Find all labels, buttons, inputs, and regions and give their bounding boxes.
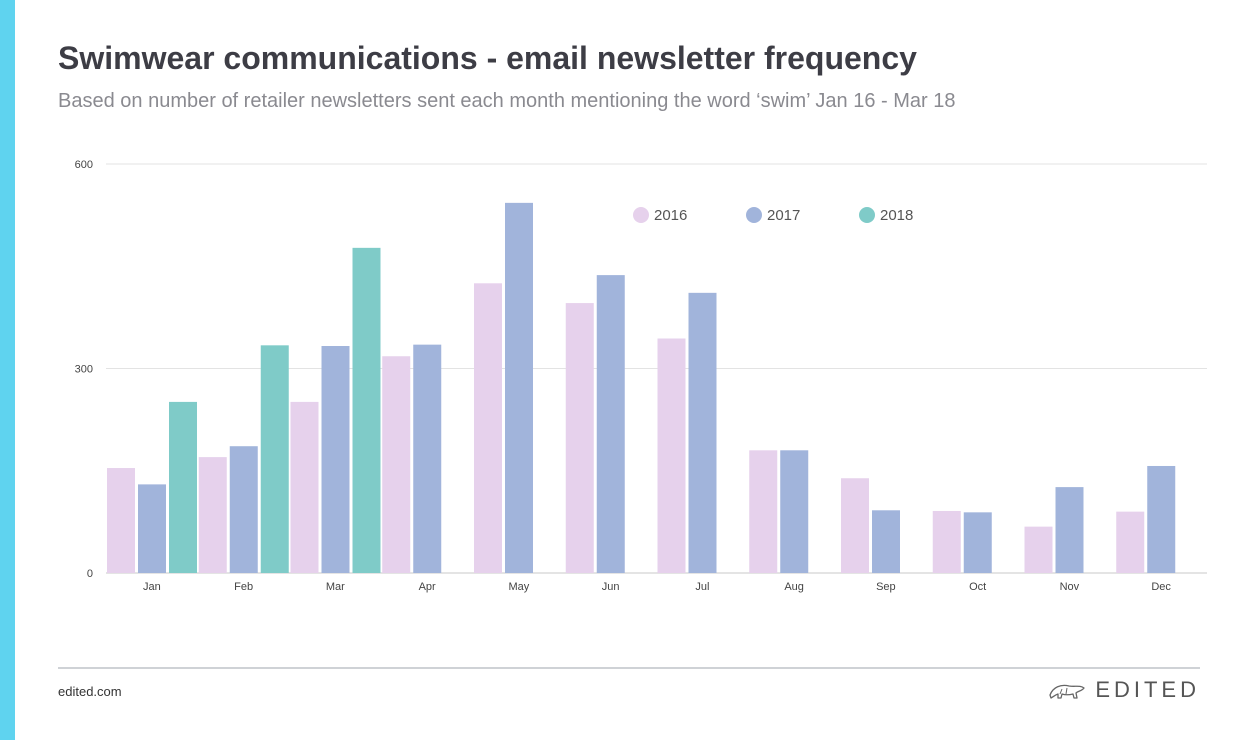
y-tick-label: 600	[75, 159, 93, 171]
y-tick-label: 0	[87, 568, 93, 580]
bar-2016	[474, 283, 502, 573]
y-tick-label: 300	[75, 364, 93, 376]
legend-label-2018: 2018	[880, 207, 913, 224]
bar-2017	[138, 484, 166, 573]
legend-label-2017: 2017	[767, 207, 800, 224]
x-tick-label: Apr	[419, 581, 436, 593]
bar-2017	[1147, 465, 1176, 573]
brand-logo: EDITED	[1047, 677, 1200, 703]
x-tick-label: Jun	[602, 581, 620, 593]
brand-name: EDITED	[1095, 677, 1200, 702]
bar-2017	[413, 344, 442, 573]
bar-2017	[505, 202, 533, 574]
legend-marker-2017	[746, 207, 762, 223]
bar-2016	[290, 401, 319, 573]
bar-2016	[198, 457, 227, 573]
bar-2017	[1055, 487, 1084, 573]
bar-2016	[932, 510, 961, 573]
x-tick-label: Aug	[784, 581, 804, 593]
x-tick-label: Jul	[695, 581, 709, 593]
bar-2018	[260, 345, 289, 573]
bar-2016	[841, 478, 869, 573]
bar-2017	[780, 450, 809, 573]
x-tick-label: Sep	[876, 581, 896, 593]
bar-2017	[963, 512, 992, 573]
x-tick-label: Feb	[234, 581, 253, 593]
bar-2018	[352, 247, 381, 573]
x-tick-label: Nov	[1060, 581, 1080, 593]
source-url[interactable]: edited.com	[58, 684, 122, 699]
bar-2017	[321, 346, 350, 573]
bar-2017	[872, 510, 900, 573]
legend-marker-2016	[633, 207, 649, 223]
x-tick-label: Oct	[969, 581, 986, 593]
bar-2016	[565, 303, 594, 573]
bar-2016	[382, 356, 411, 573]
bar-2016	[1024, 526, 1053, 573]
bar-2017	[596, 275, 625, 573]
accent-bar	[0, 0, 15, 740]
polar-bear-logo-icon	[1049, 684, 1085, 699]
legend-label-2016: 2016	[654, 207, 687, 224]
footer-divider	[58, 667, 1200, 669]
x-tick-label: May	[508, 581, 529, 593]
bar-2017	[688, 292, 717, 573]
bar-2016	[107, 468, 135, 573]
x-tick-label: Dec	[1151, 581, 1171, 593]
chart-subtitle: Based on number of retailer newsletters …	[58, 90, 956, 112]
bar-2016	[1116, 511, 1145, 573]
x-tick-label: Jan	[143, 581, 161, 593]
bar-2016	[657, 338, 686, 573]
bar-2017	[229, 446, 258, 573]
bar-2018	[169, 401, 197, 573]
bar-chart: 0 300 600 Jan Feb Mar Apr May Jun Jul Aug Sep Oct Nov…	[75, 159, 1207, 593]
bar-2016	[749, 450, 778, 573]
chart-title: Swimwear communications - email newslett…	[58, 40, 917, 76]
x-tick-label: Mar	[326, 581, 345, 593]
legend-marker-2018	[859, 207, 875, 223]
